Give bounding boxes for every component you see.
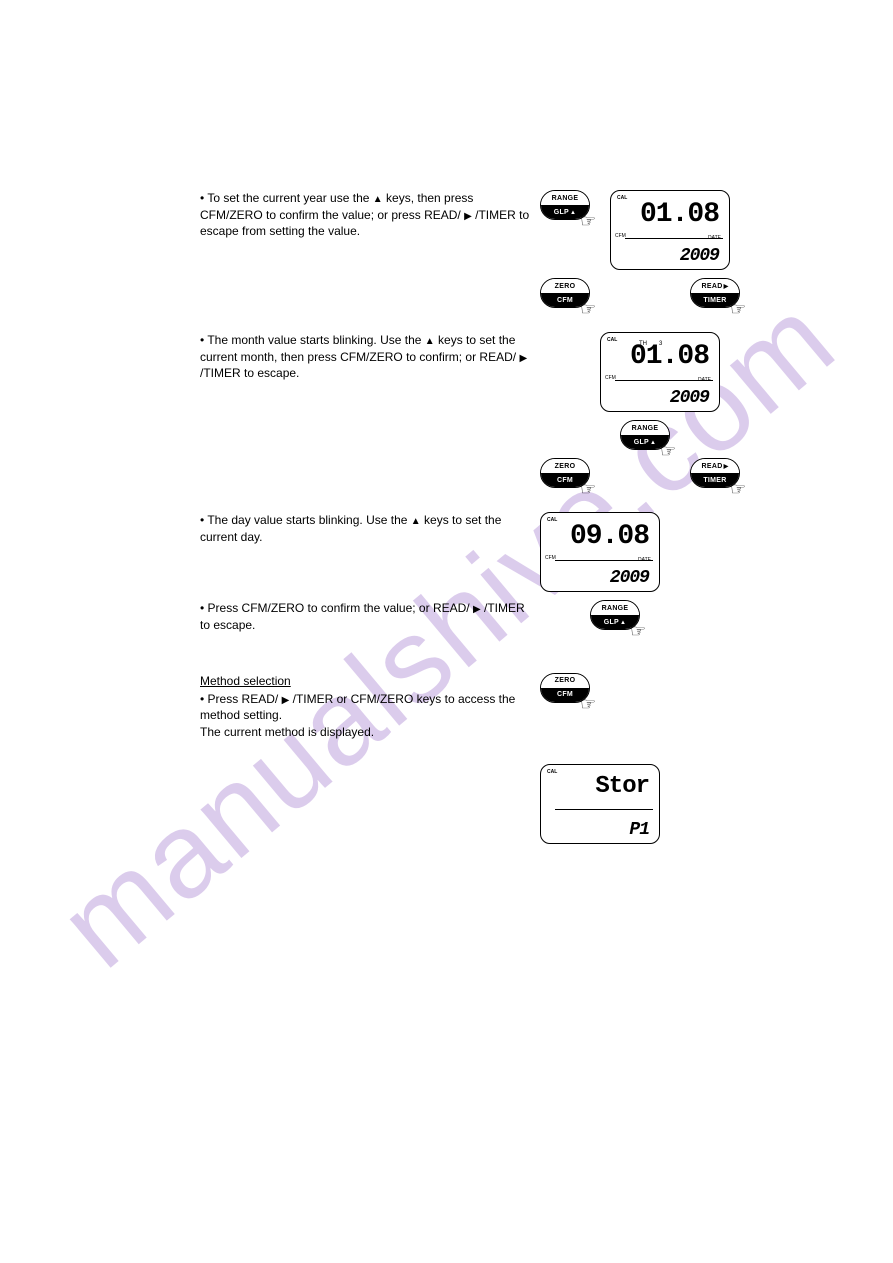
btn-top-label: RANGE bbox=[621, 421, 669, 435]
lcd-main-value: 09.08 bbox=[547, 523, 653, 551]
lcd-sub-value: 2009 bbox=[547, 569, 653, 589]
step-4-graphics: RANGE GLP ☜ bbox=[530, 600, 763, 630]
step-2-graphics: CAL TH 3 01.08 CFM DATE 2009 bbox=[530, 332, 763, 412]
lcd-display-stor: CAL Stor P1 bbox=[540, 764, 660, 844]
step-3-graphics: CAL 09.08 CFM DATE 2009 bbox=[530, 512, 763, 592]
btn-top-label: READ bbox=[691, 459, 739, 473]
lcd-sub-value: P1 bbox=[547, 821, 653, 841]
arrow-up-icon bbox=[411, 513, 421, 527]
step-2-buttons-row-2: ZERO CFM ☜ READ TIMER ☜ bbox=[200, 458, 763, 488]
btn-top-label: ZERO bbox=[541, 674, 589, 688]
arrow-up-icon bbox=[373, 191, 383, 205]
lcd-cal-label: CAL bbox=[547, 517, 557, 523]
read-timer-button: READ TIMER ☜ bbox=[690, 278, 740, 308]
step-2-row: • The month value starts blinking. Use t… bbox=[200, 332, 763, 412]
step-4-text: • Press CFM/ZERO to confirm the value; o… bbox=[200, 600, 530, 633]
zero-cfm-button: ZERO CFM ☜ bbox=[540, 673, 590, 703]
lcd-main-value: 01.08 bbox=[607, 343, 713, 371]
arrow-right-icon bbox=[519, 350, 527, 364]
step-2-line-c: /TIMER to escape. bbox=[200, 366, 299, 380]
lcd-display-1: CAL 01.08 CFM DATE 2009 bbox=[610, 190, 730, 270]
lcd-cfm-label: CFM bbox=[605, 375, 616, 381]
step-3-line-a: The day value starts blinking. Use the bbox=[207, 513, 407, 527]
hand-pointer-icon: ☜ bbox=[660, 441, 676, 462]
step-3-row: • The day value starts blinking. Use the… bbox=[200, 512, 763, 592]
lcd-main-value: Stor bbox=[547, 775, 653, 799]
method-graphics: ZERO CFM ☜ bbox=[530, 673, 763, 703]
step-4-row: • Press CFM/ZERO to confirm the value; o… bbox=[200, 600, 763, 633]
lcd-3-label: 3 bbox=[659, 341, 662, 347]
arrow-right-icon bbox=[464, 208, 472, 222]
method-row: Method selection • Press READ/ /TIMER or… bbox=[200, 673, 763, 740]
hand-pointer-icon: ☜ bbox=[580, 479, 596, 500]
hand-pointer-icon: ☜ bbox=[580, 694, 596, 715]
lcd-sub-value: 2009 bbox=[617, 247, 723, 267]
step-1-graphics: RANGE GLP ☜ CAL 01.08 CFM DATE 2009 bbox=[530, 190, 763, 270]
lcd-cfm-label: CFM bbox=[545, 555, 556, 561]
hand-pointer-icon: ☜ bbox=[580, 211, 596, 232]
btn-top-label: RANGE bbox=[591, 601, 639, 615]
method-line-2: The current method is displayed. bbox=[200, 725, 374, 739]
read-timer-button: READ TIMER ☜ bbox=[690, 458, 740, 488]
lcd-display-3: CAL 09.08 CFM DATE 2009 bbox=[540, 512, 660, 592]
lcd-date-label: DATE bbox=[638, 557, 651, 563]
btn-top-label: RANGE bbox=[541, 191, 589, 205]
page-content: • To set the current year use the keys, … bbox=[0, 0, 893, 844]
lcd-main-value: 01.08 bbox=[617, 201, 723, 229]
range-glp-button: RANGE GLP ☜ bbox=[540, 190, 590, 220]
lcd-display-2: CAL TH 3 01.08 CFM DATE 2009 bbox=[600, 332, 720, 412]
hand-pointer-icon: ☜ bbox=[730, 479, 746, 500]
range-glp-button: RANGE GLP ☜ bbox=[620, 420, 670, 450]
lcd-cal-label: CAL bbox=[607, 337, 617, 343]
lcd-sub-value: 2009 bbox=[607, 389, 713, 409]
hand-pointer-icon: ☜ bbox=[580, 299, 596, 320]
zero-cfm-button: ZERO CFM ☜ bbox=[540, 278, 590, 308]
hand-pointer-icon: ☜ bbox=[630, 621, 646, 642]
stor-row: CAL Stor P1 bbox=[200, 764, 763, 844]
btn-top-label: READ bbox=[691, 279, 739, 293]
method-text: Method selection • Press READ/ /TIMER or… bbox=[200, 673, 530, 740]
lcd-cfm-label: CFM bbox=[615, 233, 626, 239]
lcd-date-label: DATE bbox=[708, 235, 721, 241]
lcd-cal-label: CAL bbox=[547, 769, 557, 775]
arrow-right-icon bbox=[282, 692, 290, 706]
step-1-text: • To set the current year use the keys, … bbox=[200, 190, 530, 239]
method-header: Method selection bbox=[200, 673, 530, 689]
zero-cfm-button: ZERO CFM ☜ bbox=[540, 458, 590, 488]
arrow-up-icon bbox=[425, 333, 435, 347]
step-2-text: • The month value starts blinking. Use t… bbox=[200, 332, 530, 381]
step-1-row: • To set the current year use the keys, … bbox=[200, 190, 763, 270]
lcd-th-label: TH bbox=[639, 341, 647, 347]
range-glp-button: RANGE GLP ☜ bbox=[590, 600, 640, 630]
lcd-date-label: DATE bbox=[698, 377, 711, 383]
step-2-line-a: The month value starts blinking. Use the bbox=[207, 333, 421, 347]
step-1-buttons-row: ZERO CFM ☜ READ TIMER ☜ bbox=[200, 278, 763, 308]
step-4-line-a: Press CFM/ZERO to confirm the value; or … bbox=[208, 601, 470, 615]
btn-top-label: ZERO bbox=[541, 459, 589, 473]
step-3-text: • The day value starts blinking. Use the… bbox=[200, 512, 530, 545]
step-2-button-row: RANGE GLP ☜ bbox=[200, 420, 763, 450]
method-line-a: Press READ/ bbox=[208, 692, 279, 706]
step-1-line-a: To set the current year use the bbox=[207, 191, 369, 205]
arrow-right-icon bbox=[473, 601, 481, 615]
btn-top-label: ZERO bbox=[541, 279, 589, 293]
stor-graphics: CAL Stor P1 bbox=[530, 764, 763, 844]
hand-pointer-icon: ☜ bbox=[730, 299, 746, 320]
lcd-cal-label: CAL bbox=[617, 195, 627, 201]
